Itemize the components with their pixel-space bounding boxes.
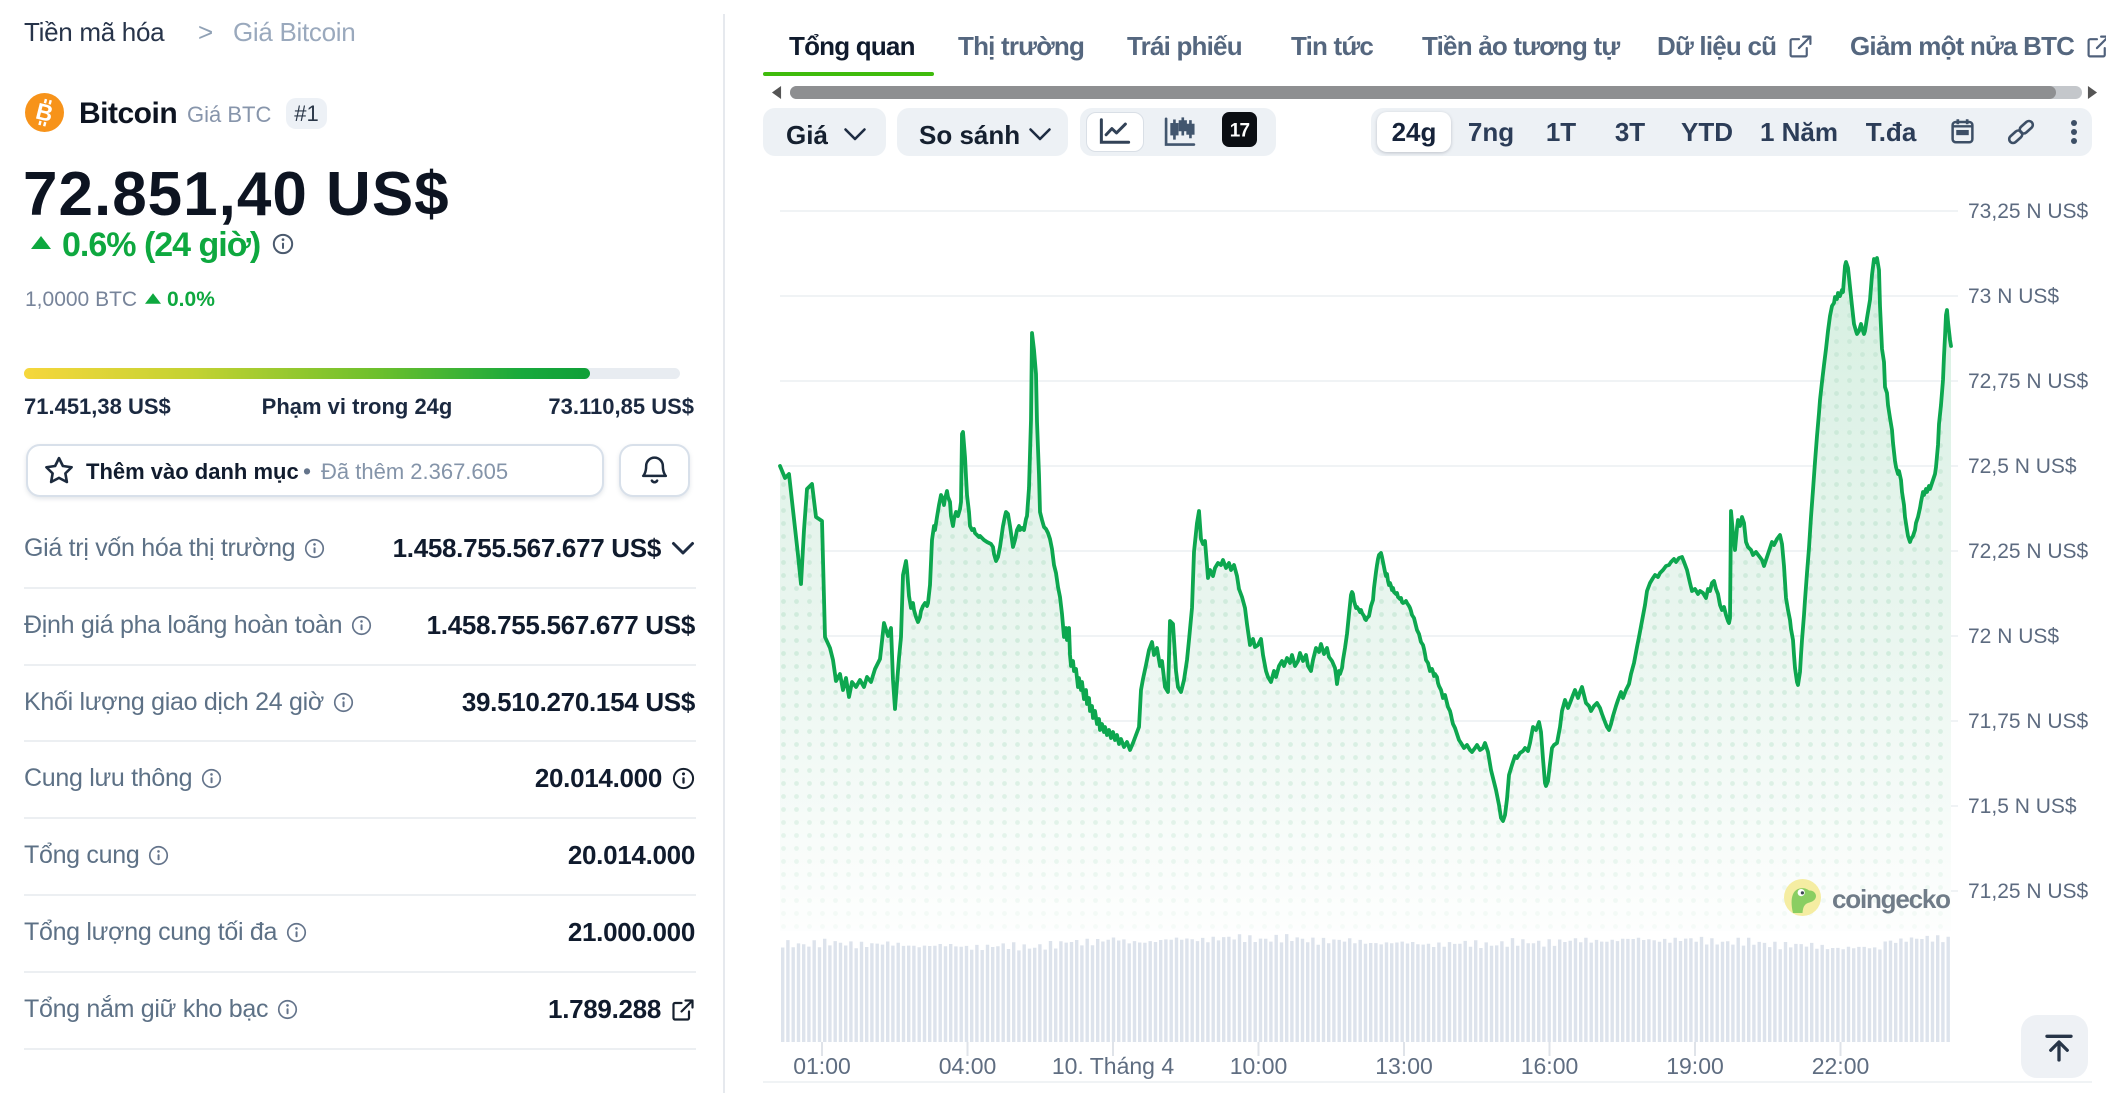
svg-text:72 N US$: 72 N US$ [1968, 625, 2059, 648]
svg-text:01:00: 01:00 [793, 1053, 851, 1079]
svg-text:10:00: 10:00 [1230, 1053, 1288, 1079]
svg-text:71,25 N US$: 71,25 N US$ [1968, 880, 2089, 903]
svg-text:22:00: 22:00 [1812, 1053, 1870, 1079]
svg-text:16:00: 16:00 [1521, 1053, 1579, 1079]
svg-text:73 N US$: 73 N US$ [1968, 285, 2059, 308]
svg-text:17: 17 [1230, 121, 1250, 142]
svg-text:72,25 N US$: 72,25 N US$ [1968, 540, 2089, 563]
svg-text:71,75 N US$: 71,75 N US$ [1968, 710, 2089, 733]
svg-text:72,75 N US$: 72,75 N US$ [1968, 370, 2089, 393]
svg-text:13:00: 13:00 [1375, 1053, 1433, 1079]
svg-text:B: B [33, 98, 56, 127]
svg-text:73,25 N US$: 73,25 N US$ [1968, 200, 2089, 223]
svg-text:10. Tháng 4: 10. Tháng 4 [1052, 1053, 1175, 1079]
svg-text:72,5 N US$: 72,5 N US$ [1968, 455, 2077, 478]
svg-text:71,5 N US$: 71,5 N US$ [1968, 795, 2077, 818]
svg-text:04:00: 04:00 [939, 1053, 997, 1079]
svg-text:19:00: 19:00 [1666, 1053, 1724, 1079]
